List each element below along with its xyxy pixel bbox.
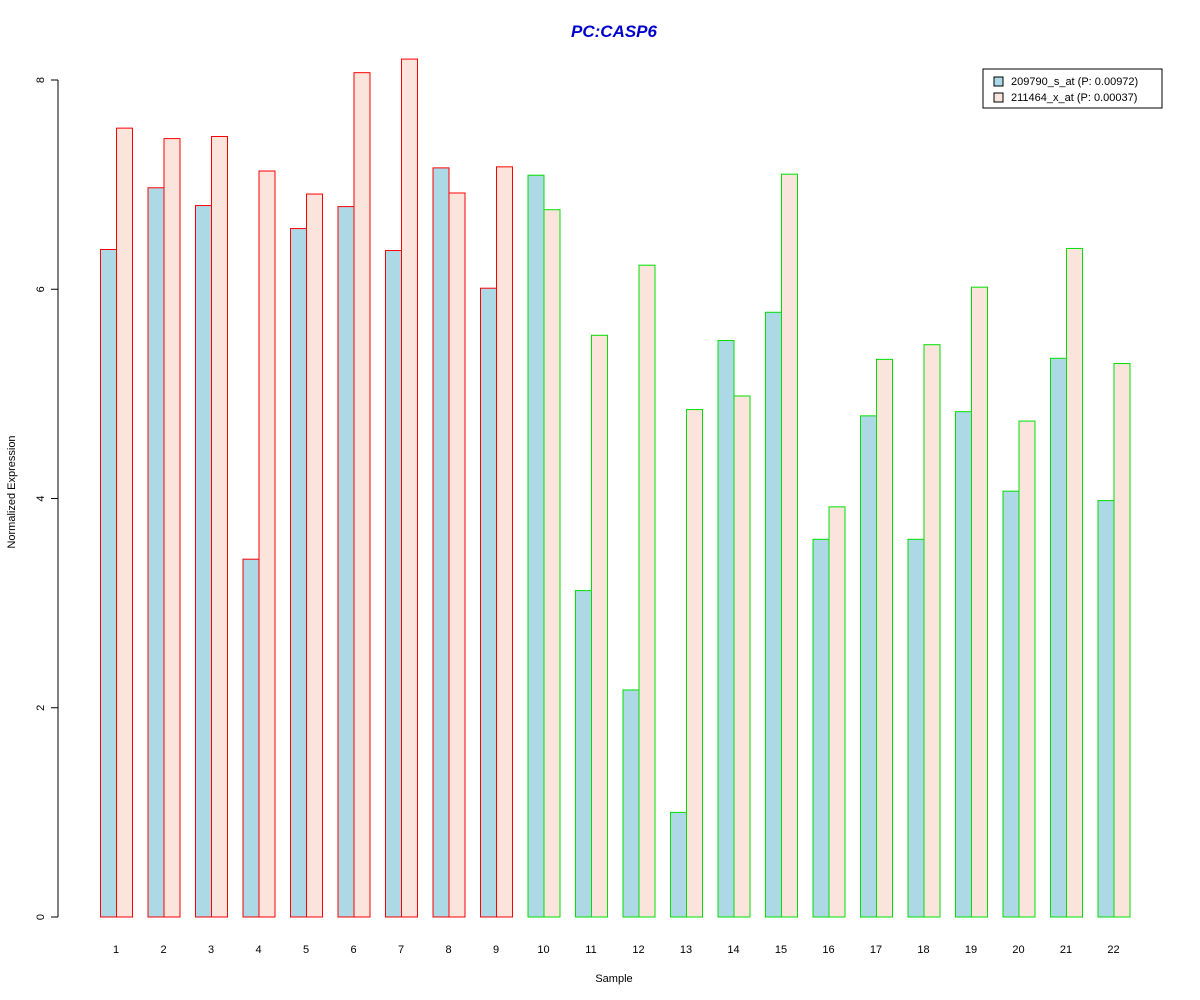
bar-series-2 — [116, 127, 133, 918]
bar-series-2 — [1066, 247, 1083, 918]
bar-series-2 — [686, 409, 703, 918]
bar-series-1 — [195, 205, 212, 918]
x-tick-label: 4 — [255, 944, 261, 956]
x-tick-label: 6 — [350, 944, 356, 956]
bar-series-1 — [242, 558, 260, 918]
bar-series-1 — [955, 411, 972, 918]
y-axis: 0 2 4 6 8 — [35, 77, 59, 920]
bar-series-1 — [812, 538, 830, 918]
bar-series-1 — [1002, 490, 1020, 918]
bar-series-2 — [1018, 420, 1036, 918]
bar-series-2 — [781, 173, 798, 918]
bar-series-1 — [100, 248, 117, 918]
bar-series-2 — [163, 138, 181, 918]
x-tick-label: 9 — [493, 944, 499, 956]
legend: 209790_s_at (P: 0.00972) 211464_x_at (P: … — [982, 68, 1163, 109]
bar-series-1 — [860, 415, 877, 918]
legend-swatch — [993, 92, 1004, 103]
x-tick-label: 5 — [303, 944, 309, 956]
x-tick-label: 11 — [585, 944, 596, 956]
bar-series-1 — [337, 206, 355, 918]
y-tick-label: 0 — [35, 914, 47, 920]
legend-entry-label: 211464_x_at (P: 0.00037) — [1011, 92, 1137, 104]
x-tick-label: 22 — [1107, 944, 1119, 956]
x-tick-label: 8 — [445, 944, 451, 956]
bar-series-1 — [480, 287, 497, 918]
x-tick-label: 2 — [160, 944, 166, 956]
bar-series-1 — [1097, 500, 1115, 918]
y-tick-label: 4 — [35, 495, 47, 501]
bar-series-2 — [923, 344, 941, 918]
legend-swatch — [993, 76, 1004, 87]
bars-group — [100, 58, 1131, 918]
y-tick-label: 8 — [35, 77, 47, 83]
x-axis-label: Sample — [595, 973, 632, 985]
bar-series-2 — [876, 358, 893, 918]
bar-series-2 — [638, 264, 656, 918]
bar-series-1 — [147, 187, 165, 918]
legend-entry-label: 209790_s_at (P: 0.00972) — [1011, 76, 1138, 88]
bar-series-1 — [575, 590, 592, 918]
y-tick-label: 2 — [35, 705, 47, 711]
x-tick-label: 17 — [870, 944, 882, 956]
legend-box — [982, 68, 1163, 109]
x-tick-labels: 1 2 3 4 5 6 7 8 9 10 11 12 13 14 15 16 17 18 19 20 21 22 — [113, 944, 1120, 956]
bar-series-1 — [907, 538, 925, 918]
y-axis-label: Normalized Expression — [6, 435, 18, 548]
x-tick-label: 15 — [775, 944, 787, 956]
bar-series-2 — [448, 192, 466, 918]
bar-series-1 — [527, 174, 545, 918]
x-tick-label: 7 — [398, 944, 404, 956]
x-tick-label: 12 — [632, 944, 644, 956]
bar-series-1 — [765, 311, 782, 918]
bar-series-1 — [432, 167, 450, 918]
bar-series-1 — [290, 228, 307, 918]
bar-series-2 — [591, 334, 608, 918]
x-tick-label: 1 — [113, 944, 119, 956]
bar-series-1 — [1050, 357, 1067, 918]
bar-series-2 — [353, 72, 371, 918]
x-tick-label: 21 — [1060, 944, 1072, 956]
chart-title: PC:CASP6 — [571, 22, 658, 41]
bar-series-1 — [385, 250, 402, 918]
bar-series-2 — [496, 166, 513, 918]
bar-series-1 — [622, 689, 640, 918]
x-tick-label: 13 — [680, 944, 692, 956]
bar-series-2 — [211, 135, 228, 918]
y-tick-label: 6 — [35, 286, 47, 292]
bar-series-2 — [401, 58, 418, 918]
bar-series-1 — [717, 340, 735, 918]
bar-series-2 — [543, 209, 561, 918]
x-tick-label: 20 — [1012, 944, 1024, 956]
bar-series-2 — [306, 193, 323, 918]
bar-series-2 — [733, 395, 751, 918]
x-tick-label: 16 — [822, 944, 834, 956]
bar-series-2 — [828, 506, 846, 918]
bar-series-2 — [971, 286, 988, 918]
x-tick-label: 18 — [917, 944, 929, 956]
bar-series-2 — [258, 170, 276, 918]
x-tick-label: 19 — [965, 944, 977, 956]
x-tick-label: 14 — [727, 944, 739, 956]
bar-series-2 — [1113, 363, 1131, 918]
x-tick-label: 3 — [208, 944, 214, 956]
x-tick-label: 10 — [537, 944, 549, 956]
bar-series-1 — [670, 811, 687, 918]
